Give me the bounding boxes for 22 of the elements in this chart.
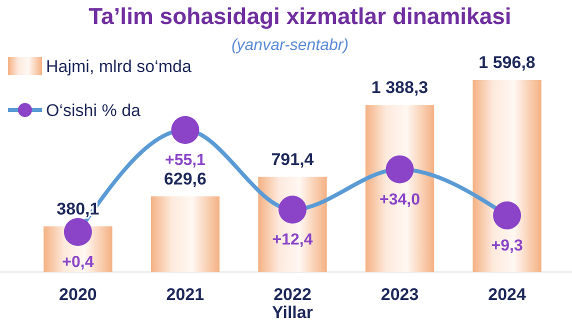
data-label: +9,3 — [491, 237, 523, 254]
chart-subtitle: (yanvar-sentabr) — [231, 37, 349, 54]
x-tick-label: 2021 — [166, 285, 204, 304]
legend-label: Hajmi, mlrd so‘mda — [46, 57, 192, 76]
data-label: 1 388,3 — [371, 78, 428, 98]
x-tick-label: 2022 — [274, 285, 312, 304]
data-label: 1 596,8 — [478, 53, 536, 72]
legend-label: O‘sishi % da — [46, 101, 142, 120]
x-tick-label: 2020 — [59, 285, 97, 304]
bar — [472, 80, 542, 272]
x-axis-title: Yillar — [272, 303, 314, 322]
bar — [365, 105, 434, 272]
x-tick-label: 2024 — [488, 285, 526, 304]
data-label: +55,1 — [164, 152, 206, 169]
data-label: +12,4 — [272, 232, 313, 249]
x-tick-label: 2023 — [380, 285, 419, 304]
bar — [150, 196, 220, 272]
data-label: 629,6 — [164, 169, 206, 188]
data-label: +0,4 — [62, 254, 94, 271]
data-label: +34,0 — [380, 191, 420, 208]
chart-title: Ta’lim sohasidagi xizmatlar dinamikasi — [88, 3, 512, 29]
data-label: 791,4 — [271, 150, 314, 169]
